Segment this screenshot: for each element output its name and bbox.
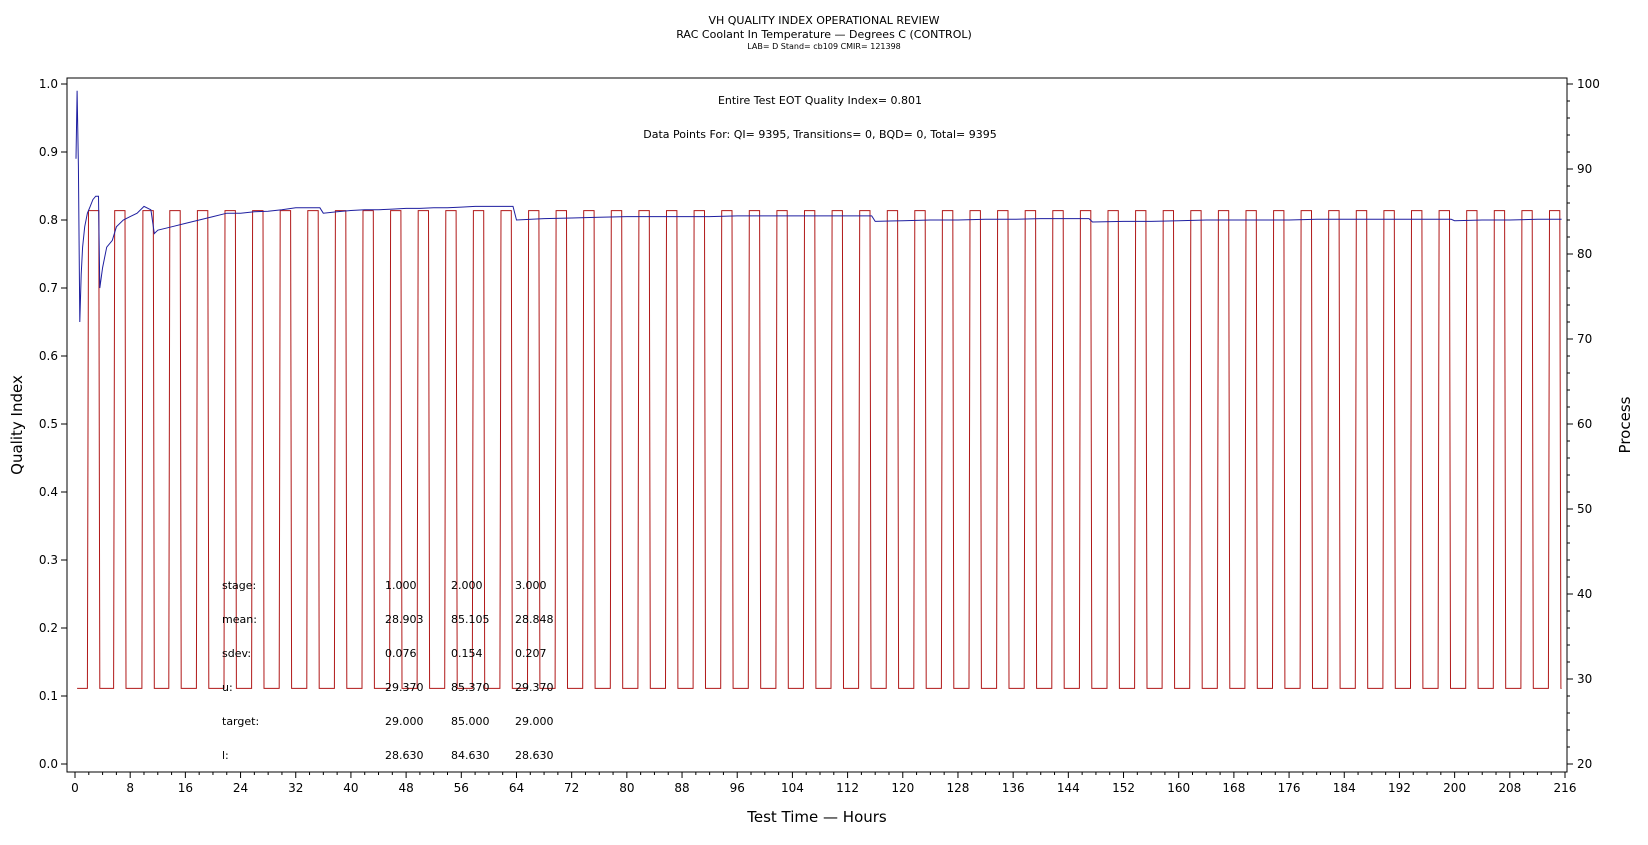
x-tick-label: 56	[454, 781, 469, 795]
x-tick-label: 8	[126, 781, 134, 795]
x-tick-label: 144	[1057, 781, 1080, 795]
y-tick-label: 0.0	[39, 757, 58, 771]
x-tick-label: 104	[781, 781, 804, 795]
stats-row-label: u:	[222, 681, 233, 694]
x-tick-label: 48	[398, 781, 413, 795]
x-tick-label: 96	[730, 781, 745, 795]
eot-quality-index-text: Entire Test EOT Quality Index= 0.801	[718, 94, 922, 107]
y-tick-label: 0.9	[39, 145, 58, 159]
x-tick-label: 208	[1498, 781, 1521, 795]
y-tick-label: 0.8	[39, 213, 58, 227]
y2-tick-label: 30	[1577, 672, 1592, 686]
stats-cell: 29.000	[385, 715, 424, 728]
stats-row-label: sdev:	[222, 647, 251, 660]
y2-tick-label: 50	[1577, 502, 1592, 516]
process-line	[77, 210, 1562, 689]
stats-row-label: target:	[222, 715, 259, 728]
plot-frame	[66, 77, 1568, 773]
stats-cell: 28.903	[385, 613, 424, 626]
x-tick-label: 152	[1112, 781, 1135, 795]
x-tick-label: 16	[178, 781, 193, 795]
x-tick-label: 120	[891, 781, 914, 795]
y-tick-label: 0.5	[39, 417, 58, 431]
stats-cell: 28.630	[385, 749, 424, 762]
y2-tick-label: 60	[1577, 417, 1592, 431]
x-tick-label: 136	[1002, 781, 1025, 795]
y-tick-label: 0.4	[39, 485, 58, 499]
stats-cell: 3.000	[515, 579, 547, 592]
stats-row-label: stage:	[222, 579, 256, 592]
stats-cell: 29.370	[515, 681, 554, 694]
y2-tick-label: 90	[1577, 162, 1592, 176]
x-tick-label: 168	[1222, 781, 1245, 795]
x-tick-label: 200	[1443, 781, 1466, 795]
x-tick-label: 32	[288, 781, 303, 795]
x-tick-label: 88	[674, 781, 689, 795]
y-axis-label: Quality Index	[8, 375, 26, 475]
y-tick-label: 0.6	[39, 349, 58, 363]
x-tick-label: 80	[619, 781, 634, 795]
stats-cell: 28.630	[515, 749, 554, 762]
y-tick-label: 1.0	[39, 77, 58, 91]
quality-index-line	[75, 90, 1562, 323]
x-tick-label: 176	[1278, 781, 1301, 795]
x-axis-label: Test Time — Hours	[746, 808, 887, 826]
x-tick-label: 40	[343, 781, 358, 795]
x-tick-label: 64	[509, 781, 524, 795]
x-tick-label: 216	[1554, 781, 1577, 795]
stats-row-label: mean:	[222, 613, 257, 626]
x-tick-label: 112	[836, 781, 859, 795]
stats-cell: 84.630	[451, 749, 490, 762]
x-tick-label: 160	[1167, 781, 1190, 795]
y2-tick-label: 20	[1577, 757, 1592, 771]
chart-subtitle: RAC Coolant In Temperature — Degrees C (…	[676, 28, 972, 41]
chart-title: VH QUALITY INDEX OPERATIONAL REVIEW	[708, 14, 940, 27]
y2-tick-label: 80	[1577, 247, 1592, 261]
x-tick-label: 128	[947, 781, 970, 795]
x-tick-label: 184	[1333, 781, 1356, 795]
x-tick-label: 0	[71, 781, 79, 795]
stats-cell: 29.370	[385, 681, 424, 694]
y-tick-label: 0.2	[39, 621, 58, 635]
y2-tick-label: 40	[1577, 587, 1592, 601]
x-tick-label: 24	[233, 781, 248, 795]
y-tick-label: 0.7	[39, 281, 58, 295]
stats-cell: 2.000	[451, 579, 483, 592]
y2-tick-label: 70	[1577, 332, 1592, 346]
stats-cell: 1.000	[385, 579, 417, 592]
stats-cell: 85.000	[451, 715, 490, 728]
y2-axis-label: Process	[1616, 396, 1634, 453]
stats-cell: 28.848	[515, 613, 554, 626]
x-tick-label: 192	[1388, 781, 1411, 795]
chart-info-line: LAB= D Stand= cb109 CMIR= 121398	[747, 42, 901, 51]
stats-row-label: l:	[222, 749, 229, 762]
stats-cell: 0.076	[385, 647, 417, 660]
y-tick-label: 0.3	[39, 553, 58, 567]
y2-tick-label: 100	[1577, 77, 1600, 91]
stats-cell: 85.105	[451, 613, 490, 626]
data-points-text: Data Points For: QI= 9395, Transitions= …	[643, 128, 997, 141]
stats-cell: 85.370	[451, 681, 490, 694]
stats-cell: 0.207	[515, 647, 547, 660]
stats-cell: 29.000	[515, 715, 554, 728]
y-tick-label: 0.1	[39, 689, 58, 703]
x-tick-label: 72	[564, 781, 579, 795]
stats-cell: 0.154	[451, 647, 483, 660]
